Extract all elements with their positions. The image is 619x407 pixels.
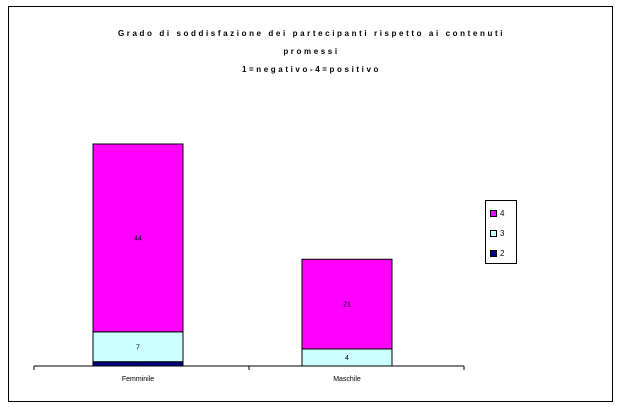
legend-item-2: 2 [490,248,504,258]
x-tick-label-femminile: Femminile [122,376,154,383]
legend-label-2: 2 [500,248,505,258]
chart-title-line-3: 1=negativo-4=positivo [241,65,382,74]
chart-area: Grado di soddisfazione dei partecipanti … [8,6,613,402]
legend-item-4: 4 [490,208,504,218]
legend-label-4: 4 [500,208,505,218]
legend-swatch-4 [490,209,497,217]
data-label-femminile-series-4: 44 [134,235,142,242]
data-label-maschile-series-4: 21 [343,302,351,309]
data-label-femminile-series-3: 7 [136,344,140,351]
data-label-femminile-series-2: 1 [136,361,140,368]
legend-item-3: 3 [490,228,504,238]
chart-title: Grado di soddisfazione dei partecipanti … [9,25,614,79]
legend-swatch-3 [490,229,497,237]
legend-label-3: 3 [500,228,505,238]
data-label-maschile-series-3: 4 [345,355,349,362]
bar-femminile-series-3 [92,331,184,363]
bar-maschile-series-4 [301,258,393,350]
chart-title-line-1: Grado di soddisfazione dei partecipanti … [117,29,506,38]
bar-femminile-series-4 [92,143,184,333]
legend: 4 3 2 [485,200,517,264]
legend-swatch-2 [490,249,497,257]
chart-title-line-2: promessi [283,47,340,56]
x-tick-label-maschile: Maschile [333,376,361,383]
